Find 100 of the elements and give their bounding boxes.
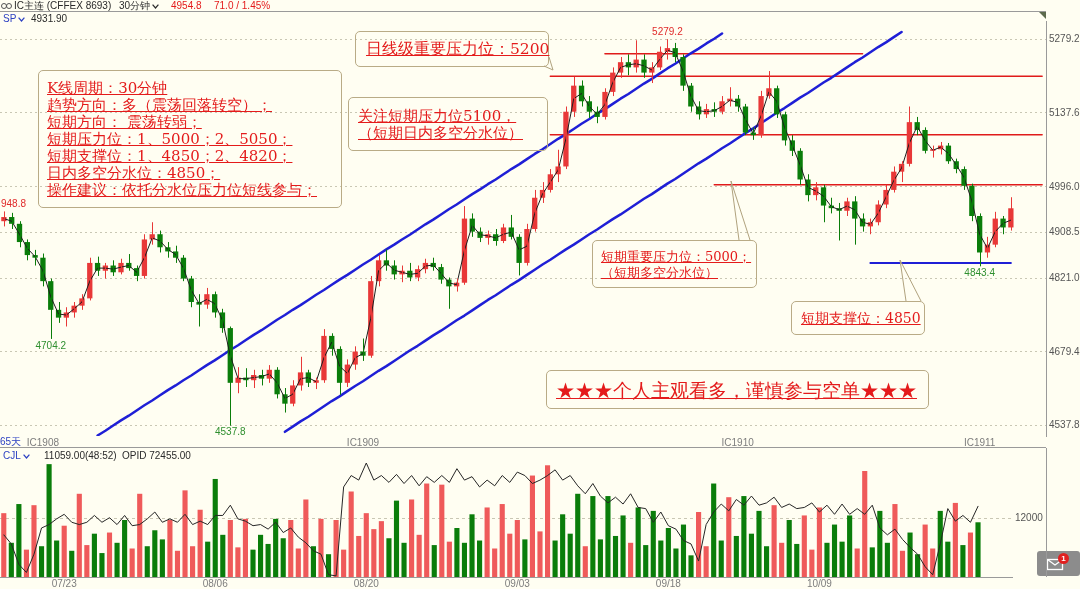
bar: [658, 540, 664, 577]
bar: [46, 464, 52, 577]
annotation: 4931.90: [31, 13, 68, 25]
bar: [152, 530, 158, 577]
bar: [31, 505, 37, 577]
bar: [197, 509, 203, 577]
bar: [748, 533, 755, 577]
text: CJL: [3, 450, 21, 462]
bar: [763, 546, 770, 577]
bar: [628, 542, 634, 577]
x-tick-label: 10/09: [806, 577, 833, 589]
bar: [605, 496, 611, 577]
x-tick-label: 07/23: [51, 577, 78, 589]
x-tick-label: 09/03: [504, 577, 531, 589]
bar: [122, 520, 128, 577]
bar: [265, 543, 271, 577]
bar: [590, 496, 596, 577]
bar: [831, 524, 838, 577]
bar: [922, 524, 928, 577]
text: 4954.8: [171, 0, 202, 12]
bar: [552, 540, 558, 577]
callout-frame: ★★★个人主观看多，谨慎参与空单★★★: [546, 370, 929, 409]
bar: [522, 539, 528, 577]
annotation: （短期多空分水位）: [601, 265, 718, 280]
bar: [227, 520, 233, 577]
bar: [877, 510, 883, 577]
bar: [1, 513, 7, 577]
bar: [816, 507, 822, 577]
bar: [378, 521, 384, 577]
bar: [786, 520, 792, 577]
annotation: ★★★个人主观看多，谨慎参与空单★★★: [556, 379, 917, 401]
x-tick-label: IC1911: [963, 436, 996, 448]
bar: [295, 548, 301, 577]
callout-frame: 关注短期压力位5100， （短期日内多空分水位）: [348, 97, 548, 151]
bar: [484, 507, 490, 577]
bar: [635, 507, 641, 577]
chart-subtitle: 30分钟: [119, 0, 151, 12]
bar: [537, 531, 543, 577]
annotation: （短期日内多空分水位）: [358, 124, 523, 142]
bar: [469, 514, 475, 577]
bar: [620, 515, 626, 577]
bar: [847, 515, 853, 577]
bar: [235, 547, 241, 577]
bar: [945, 541, 951, 577]
bar: [416, 534, 422, 577]
bar: [801, 515, 807, 577]
bar: [741, 496, 747, 577]
callout-frame: 短期重要压力位：5000； （短期多空分水位）: [592, 240, 757, 288]
bar: [597, 539, 603, 577]
bar: [733, 535, 739, 577]
bar: [431, 545, 437, 577]
bar: [809, 549, 815, 577]
bar: [409, 499, 415, 577]
bar: [492, 548, 498, 577]
bar: [54, 540, 60, 577]
x-tick-label: IC1910: [721, 436, 755, 448]
bar: [341, 549, 347, 577]
text: 12000: [1015, 512, 1043, 524]
bar: [794, 543, 800, 577]
bar: [967, 532, 974, 577]
bar: [839, 541, 845, 577]
bar: [514, 520, 520, 577]
annotation: SP: [3, 13, 17, 25]
bar: [144, 546, 150, 577]
annotation: 短期压力位：1、5000；2、5050；: [47, 130, 293, 148]
x-tick-label: 08/06: [202, 577, 229, 589]
bar: [582, 546, 588, 577]
annotation: 日线级重要压力位：5200: [366, 40, 550, 58]
callout-frame: 短期支撑位：4850: [791, 301, 925, 335]
x-tick-label: 09/18: [655, 577, 682, 589]
bar: [567, 533, 573, 577]
text: 65天: [0, 436, 22, 448]
text: 1: [1058, 553, 1069, 564]
bar: [862, 470, 868, 577]
bar: [38, 546, 45, 577]
bar: [84, 545, 90, 577]
bar: [477, 540, 483, 577]
bar: [303, 499, 309, 577]
bar: [348, 491, 354, 577]
bar: [575, 493, 581, 577]
bar: [439, 484, 445, 577]
bar: [779, 542, 785, 577]
bar: [529, 475, 535, 577]
annotation: 948.8: [1, 198, 27, 210]
bar: [643, 545, 649, 577]
text: OPID 72455.00: [122, 450, 191, 462]
annotation: 5279.2: [652, 25, 684, 37]
bar: [454, 527, 460, 577]
bar: [446, 541, 452, 577]
bar: [273, 518, 279, 577]
bar: [174, 550, 181, 577]
bar: [975, 522, 981, 577]
bar: [544, 465, 551, 577]
bar: [688, 555, 694, 577]
bar: [854, 548, 860, 577]
bar: [91, 533, 97, 577]
bar: [318, 518, 324, 577]
bar: [288, 520, 294, 577]
annotation: 4537.8: [214, 426, 247, 438]
bar: [8, 542, 14, 577]
